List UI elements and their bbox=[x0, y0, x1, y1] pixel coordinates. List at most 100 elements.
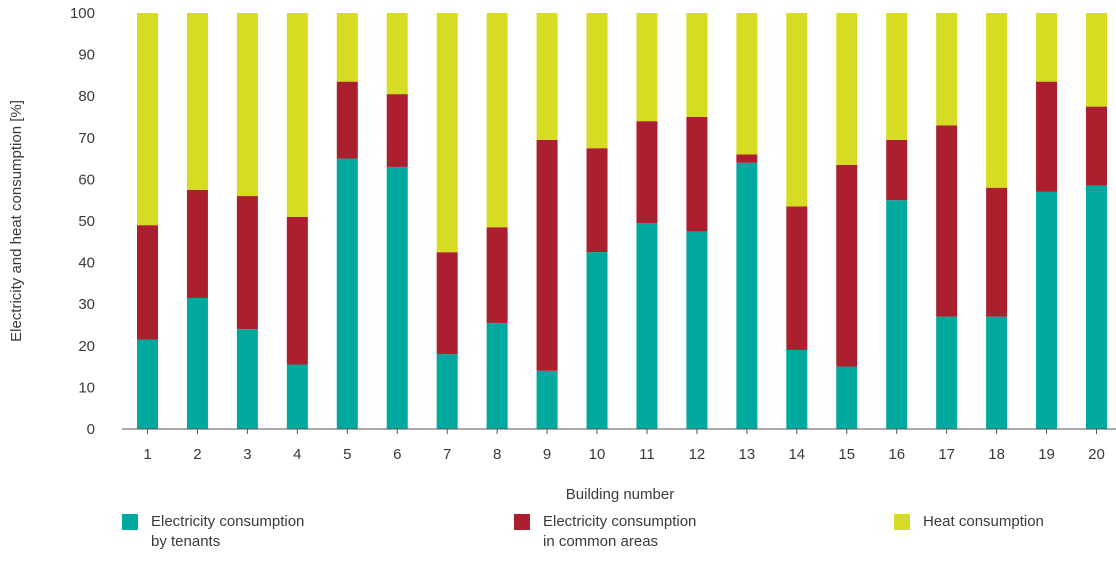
x-tick-label: 5 bbox=[343, 446, 351, 463]
bar-common-areas-building-12 bbox=[686, 117, 708, 232]
y-tick-label: 70 bbox=[78, 130, 95, 147]
x-axis-ticks: 1 2 3 4 5 6 7 8 9 10 11 12 13 14 15 16 17 18 19 20 bbox=[143, 429, 1105, 463]
x-tick-label: 20 bbox=[1088, 446, 1105, 463]
bar-common-areas-building-17 bbox=[936, 125, 958, 317]
y-tick-label: 100 bbox=[70, 5, 95, 22]
bar-common-areas-building-11 bbox=[636, 121, 658, 224]
legend-item-common-areas: Electricity consumption in common areas bbox=[514, 512, 696, 552]
y-axis-ticks: 0 10 20 30 40 50 60 70 80 90 100 bbox=[70, 5, 95, 438]
bar-heat-building-13 bbox=[736, 13, 758, 155]
x-tick-label: 12 bbox=[689, 446, 706, 463]
bar-tenants-building-8 bbox=[486, 322, 508, 429]
bar-heat-building-4 bbox=[286, 13, 308, 217]
x-tick-label: 17 bbox=[938, 446, 955, 463]
bar-tenants-building-2 bbox=[186, 297, 208, 429]
x-tick-label: 10 bbox=[589, 446, 606, 463]
bar-common-areas-building-20 bbox=[1086, 106, 1107, 186]
legend-swatch-common-areas bbox=[514, 514, 530, 530]
bar-tenants-building-6 bbox=[386, 166, 408, 430]
bar-heat-building-11 bbox=[636, 13, 658, 122]
bar-heat-building-7 bbox=[436, 13, 458, 253]
y-axis-title: Electricity and heat consumption [%] bbox=[8, 100, 25, 342]
legend-swatch-tenants bbox=[122, 514, 138, 530]
y-tick-label: 80 bbox=[78, 88, 95, 105]
x-tick-label: 15 bbox=[838, 446, 855, 463]
bar-common-areas-building-10 bbox=[586, 148, 608, 253]
x-tick-label: 16 bbox=[888, 446, 905, 463]
bar-heat-building-15 bbox=[836, 13, 858, 165]
x-tick-label: 1 bbox=[143, 446, 151, 463]
legend-swatch-heat bbox=[894, 514, 910, 530]
bar-common-areas-building-2 bbox=[186, 189, 208, 298]
y-tick-label: 0 bbox=[87, 421, 95, 438]
y-tick-label: 20 bbox=[78, 338, 95, 355]
bar-tenants-building-19 bbox=[1036, 191, 1058, 429]
x-tick-label: 13 bbox=[739, 446, 756, 463]
bar-common-areas-building-7 bbox=[436, 252, 458, 355]
bar-common-areas-building-5 bbox=[336, 81, 358, 159]
x-tick-label: 4 bbox=[293, 446, 301, 463]
bar-tenants-building-20 bbox=[1086, 185, 1107, 429]
bar-tenants-building-13 bbox=[736, 162, 758, 429]
bar-tenants-building-7 bbox=[436, 354, 458, 429]
bar-heat-building-8 bbox=[486, 13, 508, 228]
x-tick-label: 7 bbox=[443, 446, 451, 463]
bar-heat-building-6 bbox=[386, 13, 408, 95]
bar-tenants-building-14 bbox=[786, 349, 808, 429]
y-tick-label: 60 bbox=[78, 171, 95, 188]
y-tick-label: 10 bbox=[78, 379, 95, 396]
bar-tenants-building-9 bbox=[536, 370, 558, 429]
x-tick-label: 19 bbox=[1038, 446, 1055, 463]
x-tick-label: 9 bbox=[543, 446, 551, 463]
bar-heat-building-19 bbox=[1036, 13, 1058, 82]
bar-heat-building-17 bbox=[936, 13, 958, 126]
legend-item-tenants: Electricity consumption by tenants bbox=[122, 512, 304, 552]
bar-heat-building-5 bbox=[336, 13, 358, 82]
y-tick-label: 90 bbox=[78, 47, 95, 64]
bar-common-areas-building-3 bbox=[236, 196, 258, 330]
bar-common-areas-building-16 bbox=[886, 139, 908, 201]
bar-heat-building-10 bbox=[586, 13, 608, 149]
bar-heat-building-18 bbox=[986, 13, 1008, 188]
x-tick-label: 3 bbox=[243, 446, 251, 463]
x-tick-label: 18 bbox=[988, 446, 1005, 463]
legend-label-tenants: Electricity consumption by tenants bbox=[151, 513, 305, 550]
x-tick-label: 8 bbox=[493, 446, 501, 463]
bar-tenants-building-1 bbox=[137, 339, 158, 429]
bar-heat-building-2 bbox=[186, 13, 208, 190]
bar-tenants-building-12 bbox=[686, 231, 708, 429]
bar-common-areas-building-6 bbox=[386, 94, 408, 167]
y-tick-label: 40 bbox=[78, 255, 95, 272]
bar-heat-building-20 bbox=[1086, 13, 1107, 107]
x-axis-title: Building number bbox=[566, 486, 674, 503]
y-tick-label: 50 bbox=[78, 213, 95, 230]
x-tick-label: 2 bbox=[193, 446, 201, 463]
bar-common-areas-building-9 bbox=[536, 139, 558, 371]
bar-heat-building-12 bbox=[686, 13, 708, 117]
bar-tenants-building-16 bbox=[886, 200, 908, 429]
bar-tenants-building-4 bbox=[286, 364, 308, 429]
legend-label-common-areas: Electricity consumption in common areas bbox=[543, 513, 697, 550]
legend: Electricity consumption by tenants Elect… bbox=[0, 512, 1116, 586]
bar-tenants-building-3 bbox=[236, 329, 258, 429]
legend-item-heat: Heat consumption bbox=[894, 512, 1044, 532]
bar-tenants-building-5 bbox=[336, 158, 358, 429]
bar-tenants-building-18 bbox=[986, 316, 1008, 429]
bar-common-areas-building-13 bbox=[736, 154, 758, 163]
bar-heat-building-1 bbox=[137, 13, 158, 226]
bar-tenants-building-15 bbox=[836, 366, 858, 429]
legend-label-heat: Heat consumption bbox=[923, 513, 1044, 530]
x-tick-label: 14 bbox=[788, 446, 805, 463]
bar-common-areas-building-8 bbox=[486, 227, 508, 323]
bar-common-areas-building-19 bbox=[1036, 81, 1058, 192]
x-tick-label: 6 bbox=[393, 446, 401, 463]
x-tick-label: 11 bbox=[639, 446, 655, 463]
y-tick-label: 30 bbox=[78, 296, 95, 313]
bar-common-areas-building-1 bbox=[137, 225, 158, 340]
bar-tenants-building-10 bbox=[586, 252, 608, 429]
bar-common-areas-building-15 bbox=[836, 164, 858, 367]
bar-heat-building-14 bbox=[786, 13, 808, 207]
bar-tenants-building-17 bbox=[936, 316, 958, 429]
bar-heat-building-9 bbox=[536, 13, 558, 140]
